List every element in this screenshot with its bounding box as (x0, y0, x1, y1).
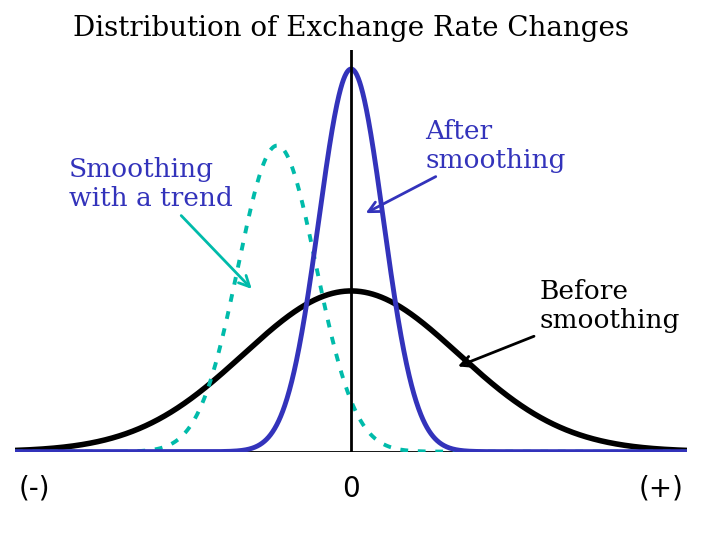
Text: 0: 0 (342, 475, 360, 503)
Text: After
smoothing: After smoothing (369, 119, 566, 212)
Title: Distribution of Exchange Rate Changes: Distribution of Exchange Rate Changes (73, 15, 629, 42)
Text: (+): (+) (639, 475, 684, 503)
Text: Smoothing
with a trend: Smoothing with a trend (69, 157, 250, 287)
Text: (-): (-) (19, 475, 50, 503)
Text: Before
smoothing: Before smoothing (461, 279, 680, 366)
